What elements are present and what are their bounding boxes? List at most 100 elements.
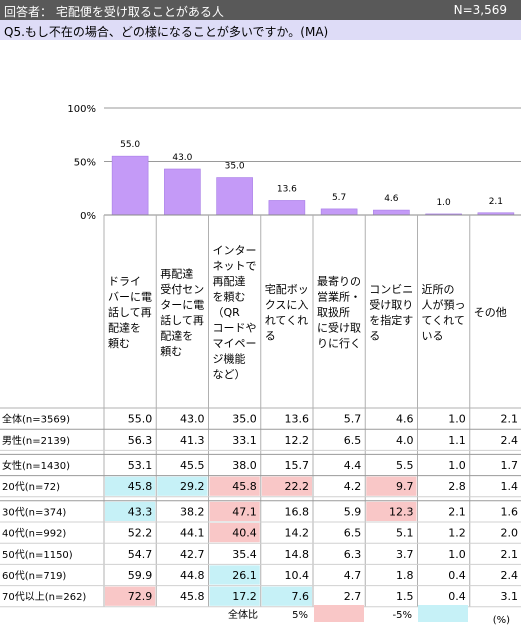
table-cell-value: 45.8 (180, 590, 205, 603)
column-header-label: 配達を (160, 329, 193, 342)
highlight-negative-cell (157, 476, 208, 496)
row-label: 70代以上(n=262) (2, 591, 86, 603)
table-cell-value: 5.5 (396, 459, 414, 472)
table-cell-value: 56.3 (128, 434, 153, 447)
column-header-label: いる (422, 329, 444, 342)
table-cell-value: 35.0 (232, 413, 257, 426)
column-header-label: 話して再 (108, 305, 152, 319)
column-header-label: 頼む (108, 337, 130, 350)
bar (164, 168, 201, 216)
table-cell-value: 6.5 (344, 434, 362, 447)
highlight-negative-cell (261, 586, 312, 606)
bar-value-label: 35.0 (225, 162, 245, 172)
table-cell-value: 38.2 (180, 505, 205, 518)
table-cell-value: 10.4 (285, 569, 310, 582)
unit-label: (%) (493, 615, 510, 626)
table-cell-value: 1.5 (396, 590, 414, 603)
table-cell-value: 15.7 (285, 459, 310, 472)
highlight-positive-cell (366, 476, 417, 496)
bar-value-label: 55.0 (120, 140, 140, 150)
table-cell-value: 7.6 (292, 590, 310, 603)
column-header-label: バーに電 (108, 291, 152, 304)
table-cell-value: 2.1 (501, 548, 519, 561)
bar (268, 200, 306, 216)
column-header-label: 配達を (108, 322, 141, 335)
table-cell-value: 43.3 (128, 505, 153, 518)
table-cell-value: 3.7 (396, 548, 414, 561)
table-cell-value: 43.0 (180, 413, 205, 426)
column-header-label: 受け取り (369, 298, 413, 311)
table-cell-value: 2.0 (501, 527, 519, 540)
column-header-label: マイペー (213, 337, 257, 350)
table-cell-value: 6.3 (344, 548, 362, 561)
table-cell-value: 14.2 (285, 527, 310, 540)
column-header-label: （QR (213, 306, 241, 319)
table-cell-value: 1.2 (448, 527, 466, 540)
table-cell-value: 4.0 (396, 434, 414, 447)
table-cell-value: 53.1 (128, 459, 153, 472)
row-label: 40代(n=992) (2, 528, 66, 540)
row-label: 女性(n=1430) (2, 459, 70, 472)
table-cell-value: 72.9 (128, 590, 153, 603)
column-header-label: 最寄りの (317, 274, 361, 288)
row-label: 全体(n=3569) (2, 413, 70, 426)
column-header-label: を指定す (369, 313, 413, 327)
legend-positive-swatch (314, 605, 364, 622)
table-cell-value: 59.9 (128, 569, 153, 582)
bar (216, 177, 253, 216)
table-cell-value: 35.4 (232, 548, 257, 561)
highlight-negative-cell (209, 565, 260, 585)
table-cell-value: 40.4 (232, 527, 257, 540)
highlight-positive-cell (209, 501, 260, 521)
column-header-label: 話して再 (160, 313, 204, 327)
table-cell-value: 26.1 (232, 569, 257, 582)
table-cell-value: 2.1 (448, 505, 466, 518)
highlight-positive-cell (105, 586, 156, 606)
table-cell-value: 29.2 (180, 480, 205, 493)
table-cell-value: 2.7 (344, 590, 362, 603)
table-cell-value: 54.7 (128, 548, 153, 561)
row-label: 60代(n=719) (2, 570, 66, 582)
question-bar: Q5.もし不在の場合、どの様になることが多いですか。(MA) (0, 20, 521, 40)
column-header-label: を頼む (213, 291, 246, 304)
highlight-positive-cell (209, 523, 260, 543)
highlight-negative-cell (209, 586, 260, 606)
row-label: 男性(n=2139) (2, 434, 70, 447)
table-cell-value: 1.0 (448, 548, 466, 561)
legend-negative-swatch (418, 605, 468, 622)
column-header-label: 営業所・ (317, 290, 361, 304)
column-header-label: れてくれ (265, 314, 308, 327)
table-cell-value: 17.2 (232, 590, 257, 603)
column-header-label: てくれて (422, 314, 465, 327)
table-cell-value: 0.4 (448, 590, 466, 603)
bar (373, 209, 410, 216)
y-tick-label: 0% (80, 211, 96, 222)
y-tick-label: 100% (67, 104, 96, 115)
table-cell-value: 1.8 (396, 569, 414, 582)
column-header-label: 再配達 (160, 267, 193, 280)
table-cell-value: 44.1 (180, 527, 205, 540)
column-header-label: インター (213, 244, 257, 257)
highlight-positive-cell (261, 476, 312, 496)
table-cell-value: 38.0 (232, 459, 257, 472)
column-header-label: 頼む (160, 345, 182, 358)
column-header-label: 宅配ボッ (265, 282, 309, 296)
column-header-label: ネットで (213, 260, 257, 273)
highlight-negative-cell (105, 501, 156, 521)
table-cell-value: 52.2 (128, 527, 153, 540)
row-label: 20代(n=72) (2, 481, 60, 493)
legend-negative-label: -5% (393, 610, 412, 621)
table-cell-value: 1.6 (501, 505, 519, 518)
legend-label: 全体比 (228, 608, 258, 621)
table-cell-value: 4.6 (396, 413, 414, 426)
table-cell-value: 5.9 (344, 505, 362, 518)
column-header-label: る (369, 329, 380, 342)
table-cell-value: 5.1 (396, 527, 414, 540)
column-header-label: 再配達 (213, 275, 246, 288)
table-cell-value: 4.7 (344, 569, 362, 582)
column-header-label: りに行く (317, 337, 361, 350)
row-label: 50代(n=1150) (2, 549, 73, 561)
bar-value-label: 5.7 (332, 193, 346, 203)
column-header-label: など） (213, 368, 246, 381)
